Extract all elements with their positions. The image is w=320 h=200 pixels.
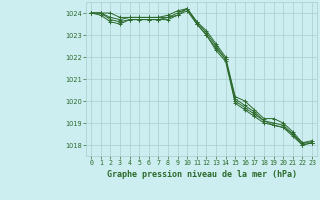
X-axis label: Graphe pression niveau de la mer (hPa): Graphe pression niveau de la mer (hPa) <box>107 170 297 179</box>
